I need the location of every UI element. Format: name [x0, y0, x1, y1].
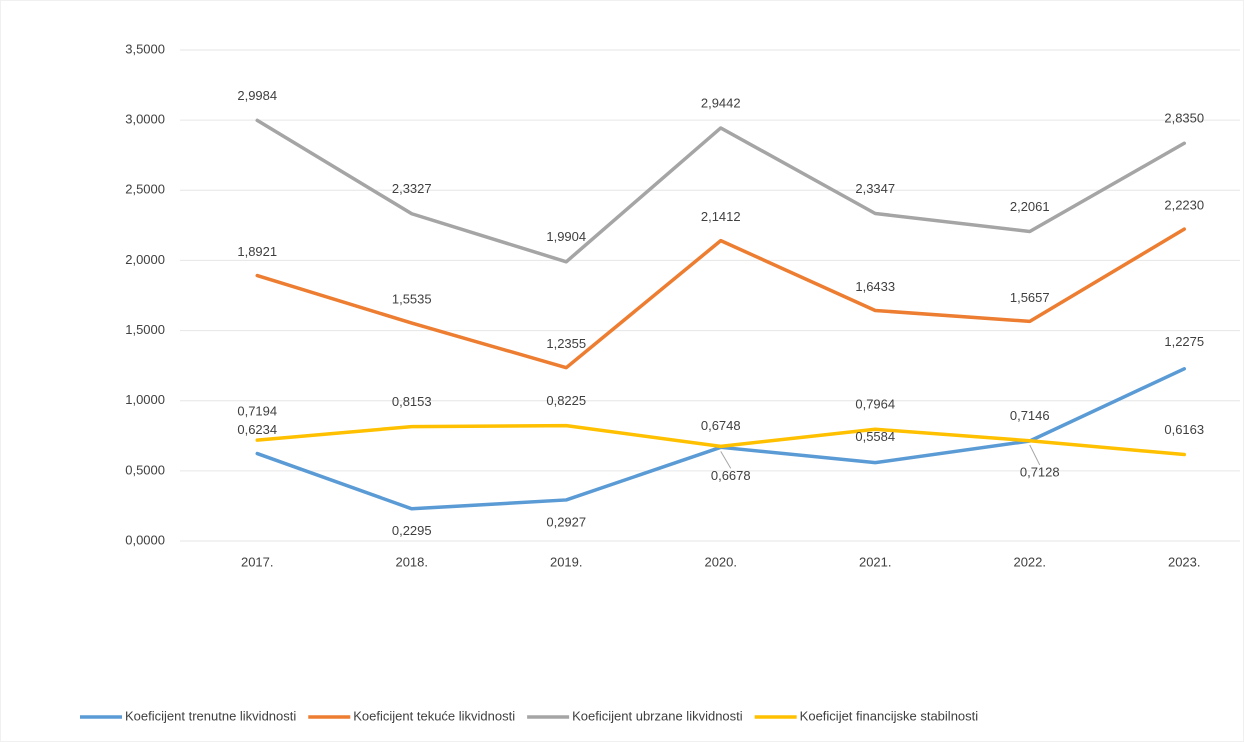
data-label: 1,9904 [546, 229, 586, 244]
data-label: 0,8153 [392, 394, 432, 409]
series-line [255, 423, 1186, 457]
series-line [255, 227, 1186, 370]
data-label: 0,2295 [392, 523, 432, 538]
data-label: 0,6678 [711, 468, 751, 483]
data-label: 2,9984 [237, 88, 277, 103]
data-label: 2,8350 [1164, 111, 1204, 126]
data-label: 2,2230 [1164, 198, 1204, 213]
data-label: 1,6433 [855, 279, 895, 294]
x-tick-label: 2019. [550, 554, 583, 569]
data-label: 0,5584 [855, 429, 895, 444]
data-label: 2,3327 [392, 181, 432, 196]
y-tick-label: 2,0000 [125, 252, 165, 267]
x-tick-label: 2021. [859, 554, 892, 569]
data-label: 1,2275 [1164, 334, 1204, 349]
data-label: 1,5657 [1010, 290, 1050, 305]
data-label: 0,7146 [1010, 408, 1050, 423]
legend-label: Koeficijent tekuće likvidnosti [353, 708, 515, 723]
x-tick-label: 2017. [241, 554, 274, 569]
x-tick-label: 2020. [704, 554, 737, 569]
data-label: 0,7964 [855, 397, 895, 412]
y-tick-label: 1,0000 [125, 392, 165, 407]
y-tick-label: 0,5000 [125, 462, 165, 477]
legend-label: Koeficijent trenutne likvidnosti [125, 708, 296, 723]
y-tick-label: 0,0000 [125, 532, 165, 547]
legend-label: Koeficijet financijske stabilnosti [800, 708, 979, 723]
data-label: 0,6234 [237, 422, 277, 437]
y-tick-label: 2,5000 [125, 182, 165, 197]
data-label: 2,3347 [855, 181, 895, 196]
series-line [255, 118, 1186, 264]
data-label: 1,8921 [237, 244, 277, 259]
data-label: 0,8225 [546, 393, 586, 408]
data-label: 0,2927 [546, 514, 586, 529]
x-tick-label: 2018. [395, 554, 428, 569]
legend-label: Koeficijent ubrzane likvidnosti [572, 708, 743, 723]
data-label: 2,1412 [701, 209, 741, 224]
x-tick-label: 2023. [1168, 554, 1201, 569]
data-label: 0,6748 [701, 418, 741, 433]
y-tick-label: 3,5000 [125, 41, 165, 56]
data-label: 0,7128 [1020, 464, 1060, 479]
y-tick-label: 1,5000 [125, 322, 165, 337]
x-tick-label: 2022. [1013, 554, 1046, 569]
leader-line [1029, 444, 1041, 466]
data-label: 0,6163 [1164, 422, 1204, 437]
data-label: 2,9442 [701, 95, 741, 110]
data-label: 2,2061 [1010, 199, 1050, 214]
data-label: 0,7194 [237, 404, 277, 419]
leader-line [720, 451, 732, 469]
data-label: 1,5535 [392, 292, 432, 307]
y-tick-label: 3,0000 [125, 112, 165, 127]
data-label: 1,2355 [546, 336, 586, 351]
